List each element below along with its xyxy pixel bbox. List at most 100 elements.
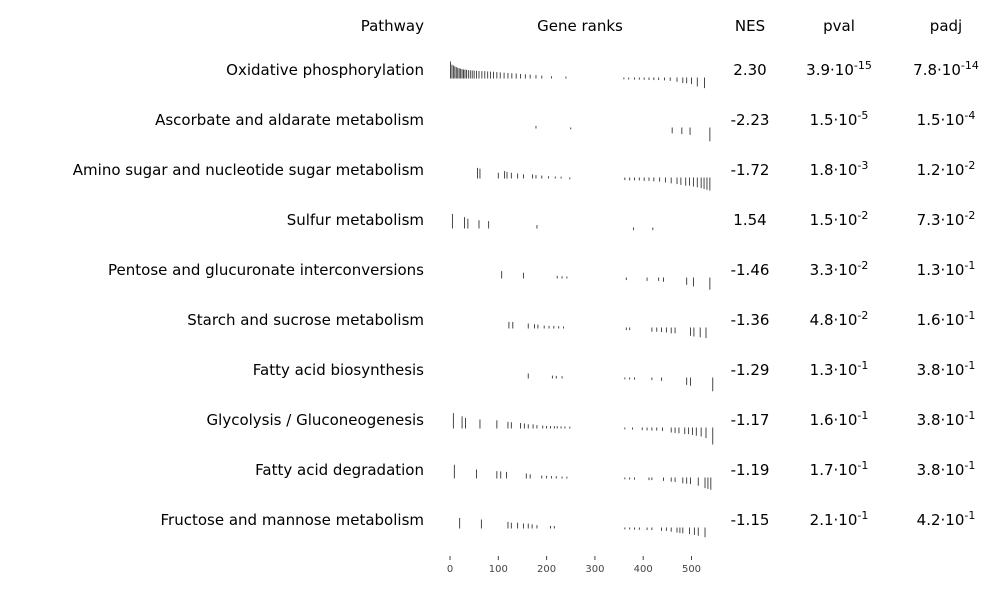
pathway-label: Fatty acid degradation xyxy=(255,461,424,479)
pathway-label: Ascorbate and aldarate metabolism xyxy=(155,111,424,129)
padj-value-mantissa: 1.2 xyxy=(917,161,941,179)
padj-value-mantissa: 4.2 xyxy=(917,511,941,529)
padj-value: 3.8·10-1 xyxy=(917,359,976,379)
padj-value-times: ·10 xyxy=(941,111,965,129)
header-nes: NES xyxy=(735,17,765,35)
pval-value-times: ·10 xyxy=(834,511,858,529)
pathway-row: Oxidative phosphorylation 2.30 3.9·10-15 7.… xyxy=(226,59,979,89)
padj-value-exponent: -2 xyxy=(964,159,975,172)
padj-value: 1.2·10-2 xyxy=(917,159,976,179)
pval-value-times: ·10 xyxy=(834,411,858,429)
padj-value-mantissa: 1.5 xyxy=(917,111,941,129)
pval-value: 3.3·10-2 xyxy=(810,259,869,279)
pval-value: 1.6·10-1 xyxy=(810,409,869,429)
padj-value: 7.8·10-14 xyxy=(913,59,979,79)
pval-value: 1.5·10-2 xyxy=(810,209,869,229)
pathway-row: Fructose and mannose metabolism -1.15 2.1·… xyxy=(161,509,975,538)
pathway-row: Sulfur metabolism 1.54 1.5·10-2 7.3·10-2 xyxy=(287,209,975,231)
pval-value-mantissa: 1.5 xyxy=(810,111,834,129)
padj-value-exponent: -1 xyxy=(964,259,975,272)
padj-value: 1.6·10-1 xyxy=(917,309,976,329)
gene-rank-ticks xyxy=(452,413,714,445)
gene-rank-ticks xyxy=(508,321,707,339)
nes-value: -1.29 xyxy=(731,361,770,379)
pval-value: 1.7·10-1 xyxy=(810,459,869,479)
padj-value-times: ·10 xyxy=(941,461,965,479)
pval-value-exponent: -2 xyxy=(857,259,868,272)
pval-value: 3.9·10-15 xyxy=(806,59,872,79)
pval-value-exponent: -2 xyxy=(857,309,868,322)
pval-value: 4.8·10-2 xyxy=(810,309,869,329)
axis-tick-label: 500 xyxy=(682,564,701,575)
pval-value-times: ·10 xyxy=(830,61,854,79)
axis-tick-label: 100 xyxy=(489,564,508,575)
pathway-label: Starch and sucrose metabolism xyxy=(187,311,424,329)
pathway-row: Fatty acid degradation -1.19 1.7·10-1 3.8·1… xyxy=(255,459,975,490)
padj-value-exponent: -1 xyxy=(964,359,975,372)
header-pathway: Pathway xyxy=(361,17,424,35)
pval-value-exponent: -1 xyxy=(857,509,868,522)
pval-value-exponent: -1 xyxy=(857,359,868,372)
header-row: Pathway Gene ranks NES pval padj xyxy=(361,17,963,35)
pval-value: 1.3·10-1 xyxy=(810,359,869,379)
pval-value-times: ·10 xyxy=(834,261,858,279)
padj-value-exponent: -1 xyxy=(964,309,975,322)
pathway-row: Ascorbate and aldarate metabolism -2.23 1.… xyxy=(155,109,976,142)
pval-value-exponent: -5 xyxy=(857,109,868,122)
pval-value: 1.8·10-3 xyxy=(810,159,869,179)
gene-rank-ticks xyxy=(451,213,654,231)
pval-value-mantissa: 4.8 xyxy=(810,311,834,329)
pval-value-mantissa: 1.7 xyxy=(810,461,834,479)
pval-value: 2.1·10-1 xyxy=(810,509,869,529)
pval-value-exponent: -1 xyxy=(857,459,868,472)
padj-value-times: ·10 xyxy=(937,61,961,79)
gene-rank-ticks xyxy=(450,61,705,89)
header-padj: padj xyxy=(930,17,962,35)
pval-value-mantissa: 2.1 xyxy=(810,511,834,529)
padj-value-times: ·10 xyxy=(941,211,965,229)
pathway-row: Pentose and glucuronate interconversions… xyxy=(108,259,975,290)
header-gene-ranks: Gene ranks xyxy=(537,17,623,35)
nes-value: -1.19 xyxy=(731,461,770,479)
nes-value: -1.46 xyxy=(731,261,770,279)
pval-value-mantissa: 3.9 xyxy=(806,61,830,79)
header-pval: pval xyxy=(823,17,855,35)
padj-value-mantissa: 1.6 xyxy=(917,311,941,329)
nes-value: -1.72 xyxy=(731,161,770,179)
padj-value-times: ·10 xyxy=(941,361,965,379)
padj-value: 1.5·10-4 xyxy=(917,109,976,129)
padj-value-mantissa: 7.3 xyxy=(917,211,941,229)
pval-value-times: ·10 xyxy=(834,311,858,329)
padj-value-times: ·10 xyxy=(941,411,965,429)
pval-value-times: ·10 xyxy=(834,161,858,179)
axis-tick-label: 200 xyxy=(537,564,556,575)
nes-value: 1.54 xyxy=(733,211,766,229)
padj-value-exponent: -2 xyxy=(964,209,975,222)
pathway-label: Sulfur metabolism xyxy=(287,211,424,229)
pval-value-times: ·10 xyxy=(834,461,858,479)
axis-tick-label: 300 xyxy=(585,564,604,575)
gene-rank-ticks xyxy=(501,271,711,290)
nes-value: 2.30 xyxy=(733,61,766,79)
padj-value-exponent: -1 xyxy=(964,459,975,472)
nes-value: -1.15 xyxy=(731,511,770,529)
gene-rank-ticks xyxy=(453,464,712,490)
padj-value: 3.8·10-1 xyxy=(917,409,976,429)
padj-value-exponent: -4 xyxy=(964,109,975,122)
gene-rank-ticks xyxy=(535,125,711,142)
pathway-label: Oxidative phosphorylation xyxy=(226,61,424,79)
padj-value-times: ·10 xyxy=(941,311,965,329)
pathway-row: Amino sugar and nucleotide sugar metabol… xyxy=(73,159,976,191)
pval-value-mantissa: 1.5 xyxy=(810,211,834,229)
pval-value-times: ·10 xyxy=(834,111,858,129)
pathway-rows: Oxidative phosphorylation 2.30 3.9·10-15 7.… xyxy=(73,59,979,538)
pval-value-times: ·10 xyxy=(834,361,858,379)
padj-value: 1.3·10-1 xyxy=(917,259,976,279)
padj-value-mantissa: 3.8 xyxy=(917,461,941,479)
pathway-row: Starch and sucrose metabolism -1.36 4.8·10… xyxy=(187,309,976,339)
pval-value-mantissa: 1.8 xyxy=(810,161,834,179)
pathway-label: Pentose and glucuronate interconversions xyxy=(108,261,424,279)
padj-value-mantissa: 1.3 xyxy=(917,261,941,279)
nes-value: -2.23 xyxy=(731,111,770,129)
pval-value: 1.5·10-5 xyxy=(810,109,869,129)
